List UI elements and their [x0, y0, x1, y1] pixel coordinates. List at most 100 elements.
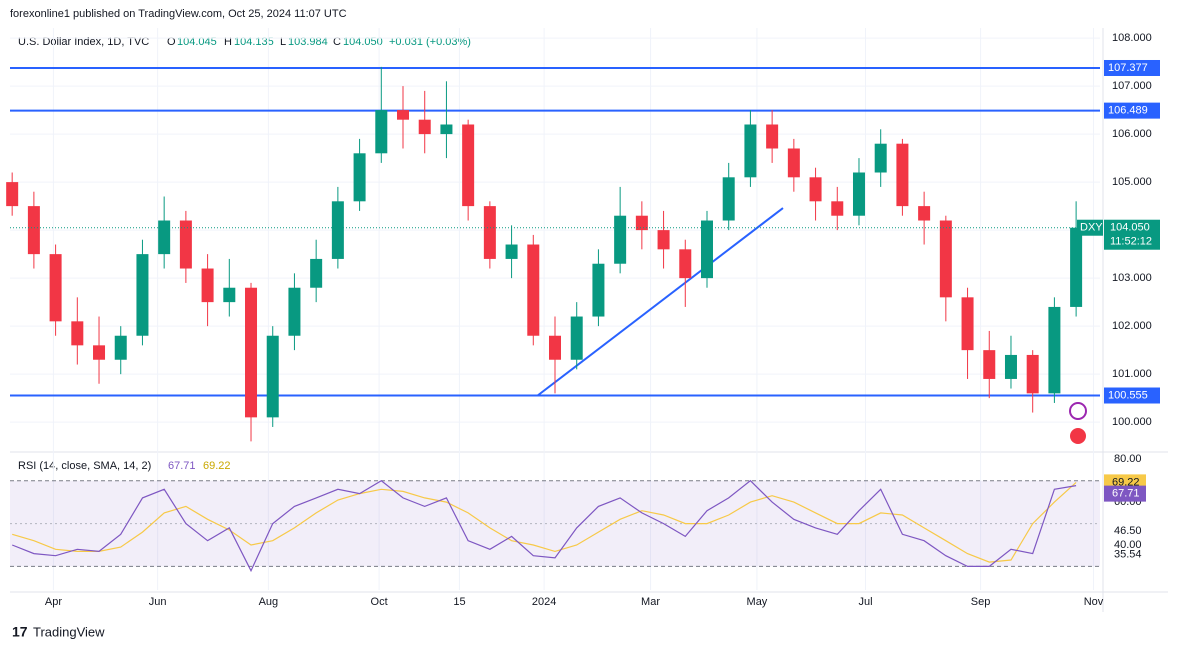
candle-body	[744, 124, 757, 178]
x-tick-label: 2024	[532, 596, 556, 608]
candle-body	[657, 230, 670, 250]
footer: TradingView	[33, 624, 105, 639]
x-tick-label: 15	[453, 596, 465, 608]
close: 104.050	[343, 36, 383, 48]
level-label: 106.489	[1108, 105, 1148, 117]
o-label: O	[167, 36, 176, 48]
y-tick-label: 103.000	[1112, 272, 1152, 284]
rsi-mark-label: 46.50	[1114, 525, 1142, 537]
change: +0.031 (+0.03%)	[389, 36, 471, 48]
symbol: U.S. Dollar Index, 1D, TVC	[18, 36, 149, 48]
y-tick-label: 108.000	[1112, 32, 1152, 44]
l-label: L	[280, 36, 286, 48]
trendline	[537, 207, 784, 397]
candle-body	[223, 287, 236, 303]
rsi-values	[11, 479, 1077, 573]
y-tick-label: 107.000	[1112, 80, 1152, 92]
candle-body	[375, 110, 388, 154]
event-icon[interactable]	[1069, 402, 1087, 420]
candle-body	[462, 124, 475, 207]
h-label: H	[224, 36, 232, 48]
x-tick-label: May	[747, 596, 768, 608]
candle-body	[93, 345, 106, 360]
candle-body	[158, 220, 171, 255]
candle-body	[549, 335, 561, 360]
rsi-sma: 69.22	[203, 460, 231, 472]
price-label: 104.050	[1110, 222, 1150, 234]
symbol-label: DXY	[1080, 222, 1103, 234]
level-badge	[1104, 59, 1160, 76]
low: 103.984	[288, 36, 328, 48]
y-tick-label: 102.000	[1112, 320, 1152, 332]
rsi-tick-label: 80.00	[1114, 453, 1142, 465]
candle-body	[961, 297, 974, 351]
candle-body	[679, 249, 692, 279]
x-tick-label: Aug	[259, 596, 279, 608]
price-badge	[1104, 219, 1160, 250]
x-tick-label: Apr	[45, 596, 62, 608]
candle-body	[353, 153, 366, 202]
x-tick-label: Sep	[971, 596, 991, 608]
candle-body	[700, 220, 713, 279]
candle-body	[440, 124, 453, 135]
x-tick-label: Jul	[858, 596, 872, 608]
candle-body	[635, 215, 648, 231]
rsi-mark-label: 35.54	[1114, 548, 1142, 560]
x-tick-label: Jun	[149, 596, 167, 608]
candle-body	[527, 244, 540, 336]
y-tick-label: 106.000	[1112, 128, 1152, 140]
rsi-title: RSI (14, close, SMA, 14, 2)	[18, 460, 151, 472]
symbol-badge	[1077, 219, 1103, 236]
y-tick-label: 100.000	[1112, 416, 1152, 428]
rsi-tick-label: 40.00	[1114, 539, 1142, 551]
candle-body	[505, 244, 518, 259]
rsi-value: 67.71	[168, 460, 196, 472]
high: 104.135	[234, 36, 274, 48]
candle-body	[1026, 354, 1039, 394]
flag-icon[interactable]	[1070, 428, 1086, 444]
rsi-badge-label: 67.71	[1112, 488, 1140, 500]
rsi-sma	[12, 481, 1077, 563]
candle-body	[614, 215, 627, 264]
candle-body	[1004, 354, 1017, 379]
candle-body	[918, 206, 931, 221]
publisher: forexonline1 published on TradingView.co…	[10, 8, 347, 20]
candle-body	[787, 148, 800, 178]
sma-badge-label: 69.22	[1112, 476, 1140, 488]
candle-body	[483, 206, 496, 259]
c-label: C	[333, 36, 341, 48]
candle-body	[418, 119, 431, 135]
candle-body	[592, 263, 605, 317]
candle-body	[722, 177, 735, 221]
open: 104.045	[177, 36, 217, 48]
x-tick-label: Mar	[641, 596, 660, 608]
candle-body	[266, 335, 279, 418]
candle-body	[397, 110, 410, 120]
candle-body	[71, 321, 84, 346]
candle-body	[114, 335, 127, 360]
candle-body	[288, 287, 301, 336]
candle-body	[983, 350, 996, 379]
candle-body	[874, 143, 887, 173]
x-tick-label: Oct	[371, 596, 388, 608]
candle-body	[310, 258, 323, 288]
level-badge	[1104, 387, 1160, 404]
countdown: 11:52:12	[1110, 236, 1152, 248]
logo: 17	[12, 624, 28, 640]
candle-body	[1070, 227, 1083, 307]
level-label: 100.555	[1108, 389, 1148, 401]
candle-body	[852, 172, 865, 216]
candle-body	[331, 201, 344, 259]
x-tick-label: Nov	[1084, 596, 1104, 608]
candle-body	[49, 254, 62, 322]
level-label: 107.377	[1108, 62, 1148, 74]
candle-body	[201, 268, 214, 303]
candle-body	[27, 206, 40, 255]
y-tick-label: 105.000	[1112, 176, 1152, 188]
candle-body	[245, 287, 258, 418]
level-badge	[1104, 102, 1160, 119]
candle-body	[179, 220, 192, 269]
y-tick-label: 101.000	[1112, 368, 1152, 380]
candle-body	[6, 182, 19, 207]
